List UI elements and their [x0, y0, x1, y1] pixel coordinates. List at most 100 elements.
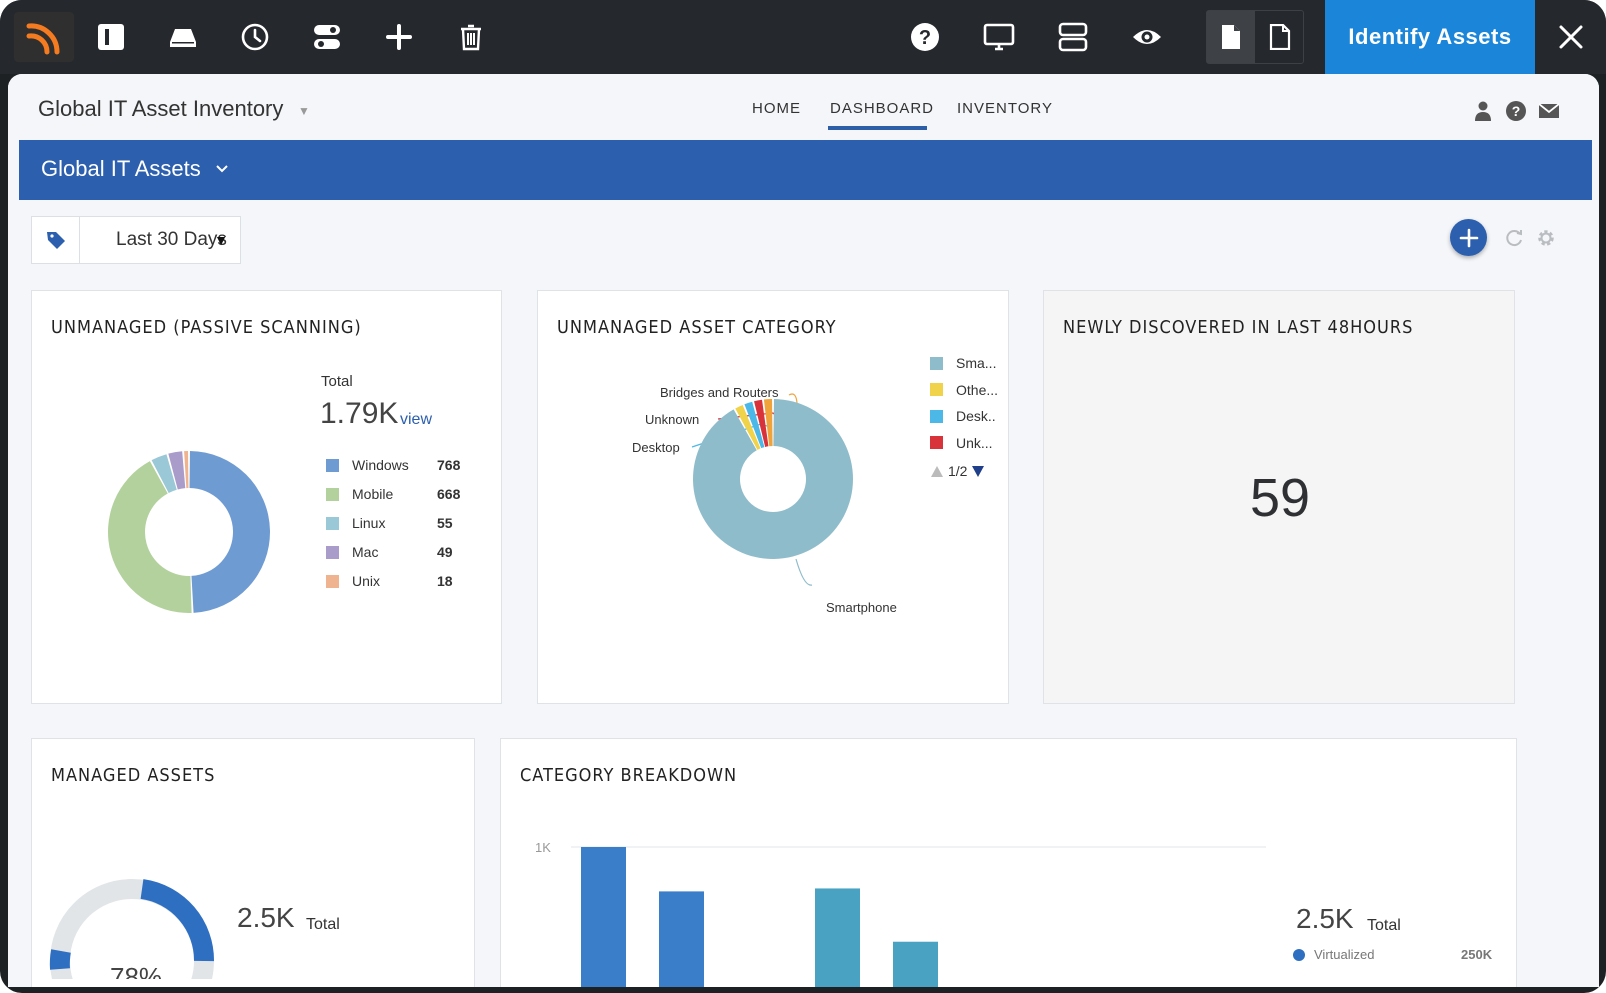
donut-slice-linux[interactable] — [151, 454, 177, 493]
legend-pager: 1/2 — [930, 463, 985, 479]
donut-slice-mac[interactable] — [168, 451, 186, 490]
tab-inventory[interactable]: INVENTORY — [957, 100, 1053, 117]
legend-swatch — [326, 545, 339, 559]
title-dropdown-icon[interactable]: ▼ — [298, 104, 310, 118]
trash-icon[interactable] — [448, 14, 494, 60]
managed-total-label: Total — [306, 916, 340, 933]
category-breakdown-bar-chart[interactable]: 1K500 — [521, 825, 1281, 987]
document-filled-icon[interactable] — [1207, 11, 1255, 63]
card-title: UNMANAGED (PASSIVE SCANNING) — [51, 317, 362, 338]
active-tab-indicator — [828, 126, 927, 130]
legend-swatch — [930, 356, 943, 370]
legend-label: Othe... — [956, 381, 999, 398]
newly-discovered-card: NEWLY DISCOVERED IN LAST 48HOURS 59 — [1043, 290, 1515, 704]
legend-item-mac[interactable]: Mac 49 — [326, 544, 476, 560]
card-title: UNMANAGED ASSET CATEGORY — [557, 317, 837, 338]
identify-assets-button[interactable]: Identify Assets — [1325, 0, 1535, 74]
eye-icon[interactable] — [1124, 14, 1170, 60]
donut-slice-mobile[interactable] — [108, 461, 192, 613]
callout-bridges-routers: Bridges and Routers — [660, 385, 779, 400]
legend-dot — [1293, 948, 1305, 961]
app-header: Global IT Asset Inventory ▼ HOME DASHBOA… — [8, 74, 1599, 140]
legend-swatch — [326, 487, 339, 501]
band-title[interactable]: Global IT Assets — [41, 156, 201, 181]
unmanaged-category-card: UNMANAGED ASSET CATEGORY Bridges and Rou… — [537, 290, 1009, 704]
managed-total-value: 2.5K — [237, 902, 295, 933]
newly-discovered-count[interactable]: 59 — [1250, 468, 1311, 528]
sidebar-panel-icon[interactable] — [88, 14, 134, 60]
donut-slice-bridges-and-routers[interactable] — [763, 399, 773, 447]
top-toolbar: ? Identify Assets — [0, 0, 1606, 74]
date-range-select[interactable]: Last 30 Days ▼ — [80, 217, 240, 263]
clock-icon[interactable] — [232, 14, 278, 60]
legend-swatch — [930, 409, 943, 423]
donut-slice-windows[interactable] — [189, 451, 271, 613]
legend-label: Unix — [352, 573, 381, 589]
monitor-icon[interactable] — [976, 14, 1022, 60]
category-bar[interactable] — [581, 847, 626, 987]
legend-item-windows[interactable]: Windows 768 — [326, 457, 476, 473]
category-bar[interactable] — [893, 941, 938, 987]
tab-dashboard[interactable]: DASHBOARD — [830, 100, 935, 117]
help-icon[interactable]: ? — [1505, 100, 1527, 122]
settings-gear-icon[interactable] — [1535, 227, 1557, 249]
category-legend-item[interactable]: Othe... — [930, 382, 998, 398]
svg-text:?: ? — [919, 27, 931, 49]
os-legend: Windows 768 Mobile 668 Linux 55 Mac 49 Unix 18 — [326, 457, 476, 597]
help-circle-icon[interactable]: ? — [902, 14, 948, 60]
legend-value: 49 — [437, 544, 453, 560]
donut-slice-unknown[interactable] — [754, 399, 769, 447]
callout-unknown: Unknown — [645, 412, 699, 427]
donut-slice-unix[interactable] — [184, 451, 189, 489]
chevron-down-icon[interactable] — [215, 162, 229, 176]
category-legend-item[interactable]: Unk... — [930, 435, 993, 451]
pager-down-icon[interactable] — [971, 465, 985, 478]
breakdown-total-label: Total — [1367, 917, 1401, 934]
legend-label: Desk.. — [956, 408, 996, 424]
legend-item-mobile[interactable]: Mobile 668 — [326, 486, 476, 502]
legend-value: 668 — [437, 486, 461, 502]
legend-item-linux[interactable]: Linux 55 — [326, 515, 476, 531]
date-filter[interactable]: Last 30 Days ▼ — [31, 216, 241, 264]
legend-label: Windows — [352, 457, 409, 473]
toggles-icon[interactable] — [304, 14, 350, 60]
category-legend-item[interactable]: Desk.. — [930, 408, 996, 424]
legend-label: Unk... — [956, 434, 993, 451]
managed-assets-card: MANAGED ASSETS 78% 2.5K Total — [31, 738, 475, 987]
drive-icon[interactable] — [160, 14, 206, 60]
legend-value: 55 — [437, 515, 453, 531]
donut-slice-smartphone[interactable] — [693, 399, 853, 559]
category-bar[interactable] — [815, 888, 860, 987]
unmanaged-os-donut[interactable] — [99, 442, 279, 622]
page-title[interactable]: Global IT Asset Inventory — [38, 96, 284, 121]
unmanaged-category-donut[interactable]: Bridges and Routers Unknown Desktop Smar… — [568, 361, 1008, 621]
breakdown-legend-value: 250K — [1461, 947, 1493, 962]
category-legend-item[interactable]: Sma... — [930, 355, 996, 371]
pager-up-icon[interactable] — [930, 465, 944, 478]
managed-assets-gauge[interactable]: 78% — [42, 859, 242, 979]
mail-icon[interactable] — [1538, 100, 1560, 122]
server-icon[interactable] — [1050, 14, 1096, 60]
document-outline-icon[interactable] — [1256, 11, 1304, 63]
legend-label: Linux — [352, 515, 386, 531]
tag-icon[interactable] — [32, 217, 80, 263]
card-title: CATEGORY BREAKDOWN — [520, 765, 738, 786]
plus-icon[interactable] — [376, 14, 422, 60]
rss-feed-logo-icon[interactable] — [14, 12, 74, 62]
legend-item-unix[interactable]: Unix 18 — [326, 573, 476, 589]
donut-slice-desktop[interactable] — [744, 401, 765, 449]
legend-swatch — [930, 436, 943, 449]
close-icon[interactable] — [1548, 14, 1594, 60]
legend-value: 18 — [437, 573, 453, 589]
view-link[interactable]: view — [400, 411, 433, 428]
legend-label: Sma... — [956, 355, 997, 371]
callout-smartphone: Smartphone — [826, 600, 897, 615]
date-range-label: Last 30 Days — [116, 229, 227, 250]
donut-slice-other[interactable] — [735, 404, 761, 450]
category-bar[interactable] — [659, 891, 704, 987]
refresh-icon[interactable] — [1503, 227, 1525, 249]
tab-home[interactable]: HOME — [752, 100, 801, 117]
add-widget-button[interactable] — [1450, 219, 1487, 256]
user-icon[interactable] — [1472, 100, 1494, 122]
